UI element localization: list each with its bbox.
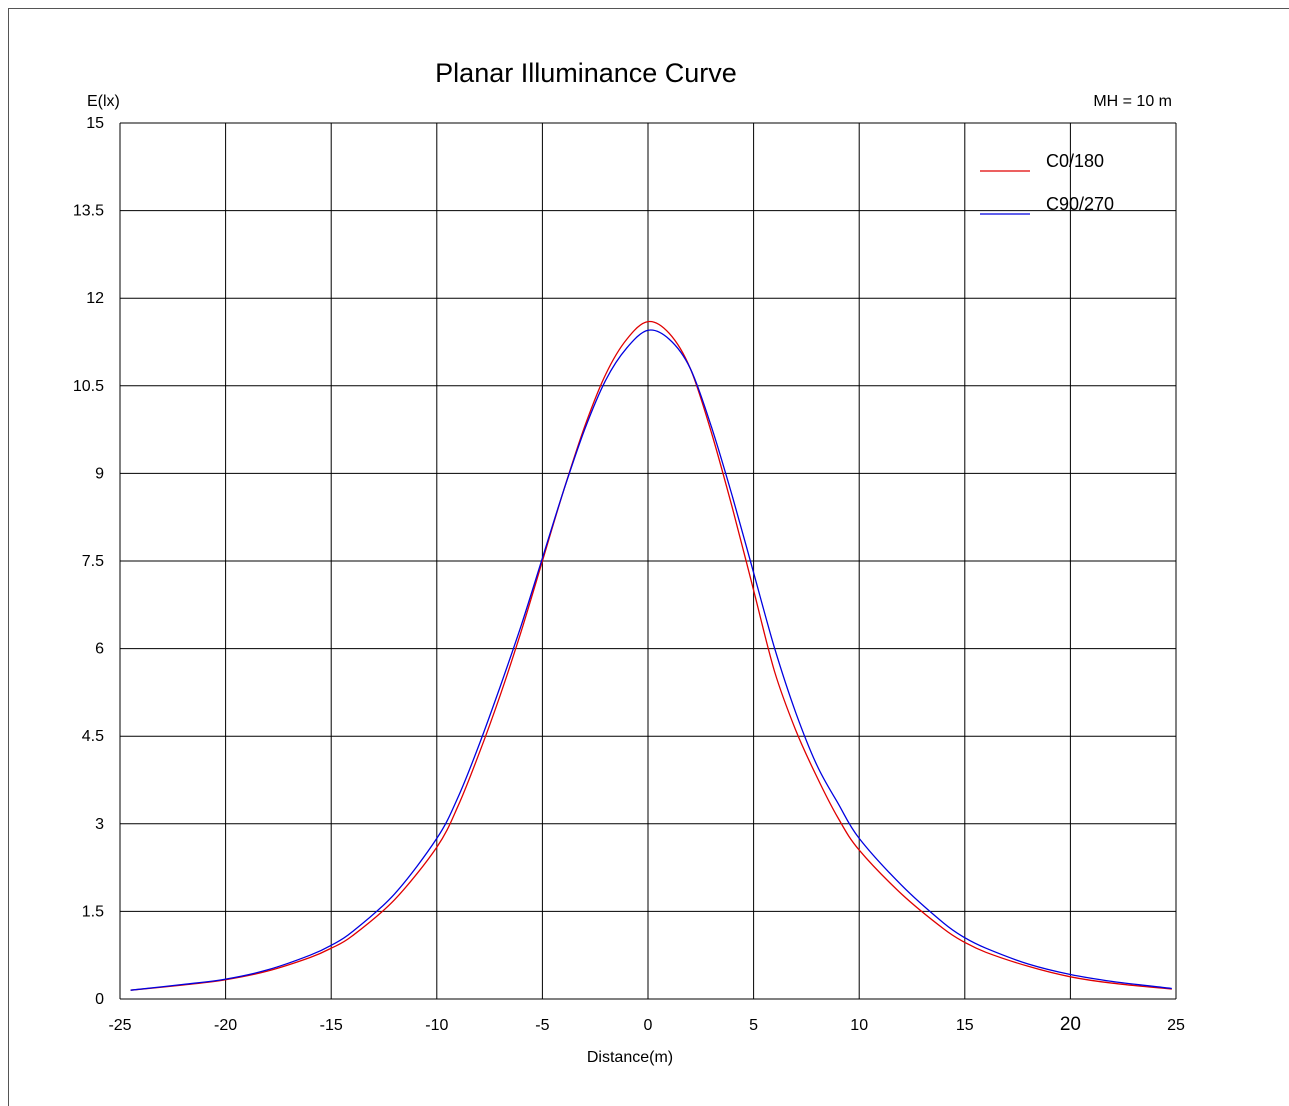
x-tick-label: 25 (1167, 1017, 1185, 1034)
y-axis-label: E(lx) (87, 93, 120, 110)
y-tick-label: 9 (95, 465, 104, 482)
x-tick-label: 20 (1060, 1014, 1081, 1035)
series-line-2 (130, 329, 1172, 991)
chart-subtitle: MH = 10 m (1093, 93, 1172, 110)
legend-label: C0/180 (1046, 151, 1104, 171)
x-tick-label: -20 (214, 1017, 237, 1034)
x-tick-label: 0 (644, 1017, 653, 1034)
y-tick-label: 0 (95, 991, 104, 1008)
y-tick-label: 13.5 (73, 203, 104, 220)
x-tick-label: 5 (749, 1017, 758, 1034)
x-tick-label: -10 (425, 1017, 448, 1034)
x-tick-label: -25 (108, 1017, 131, 1034)
y-tick-label: 6 (95, 641, 104, 658)
chart-frame (8, 8, 1289, 1106)
series-line-1 (130, 320, 1172, 991)
y-tick-label: 15 (86, 115, 104, 132)
chart-title: Planar Illuminance Curve (435, 58, 737, 88)
y-tick-label: 7.5 (82, 553, 104, 570)
legend-label: C90/270 (1046, 194, 1114, 214)
x-axis-label: Distance(m) (587, 1049, 673, 1066)
y-tick-label: 12 (86, 290, 104, 307)
grid (119, 122, 1177, 1000)
series-lines (130, 320, 1172, 991)
y-tick-label: 4.5 (82, 728, 104, 745)
y-tick-label: 10.5 (73, 378, 104, 395)
x-tick-label: -15 (320, 1017, 343, 1034)
x-tick-label: 15 (956, 1017, 974, 1034)
legend: C0/180 C90/270 (980, 151, 1114, 215)
x-tick-label: 10 (850, 1017, 868, 1034)
y-tick-label: 3 (95, 816, 104, 833)
x-tick-label: -5 (535, 1017, 549, 1034)
y-tick-label: 1.5 (82, 903, 104, 920)
tick-labels: -25 -20 -15 -10 -5 0 5 10 15 20 25 0 1.5 3 4.5 6 7.5 9 10.… (73, 115, 1185, 1035)
